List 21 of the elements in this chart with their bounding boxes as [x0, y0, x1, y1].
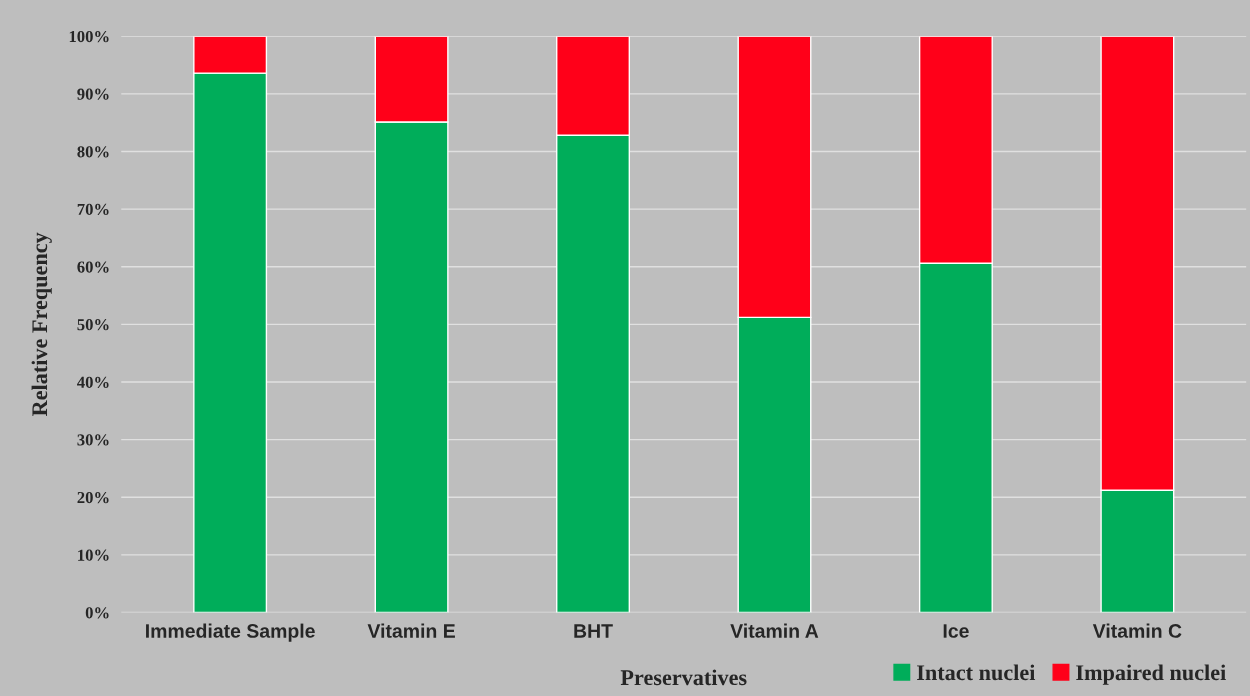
x-tick-label: Vitamin E: [367, 623, 455, 638]
y-tick-label: 20%: [77, 491, 109, 504]
x-tick-label: Immediate Sample: [146, 623, 315, 642]
y-tick-label: 0%: [85, 607, 109, 619]
legend-label: Intact nuclei: [917, 664, 1036, 681]
x-axis-title: Preservatives: [620, 669, 747, 686]
y-axis-title: Relative Frequency: [31, 232, 52, 417]
y-tick-label: 30%: [77, 434, 109, 446]
y-tick-label: 40%: [77, 376, 109, 388]
y-tick-label: 60%: [77, 261, 109, 273]
x-tick-label: Vitamin C: [1092, 623, 1182, 638]
x-tick-label: Vitamin A: [730, 623, 819, 638]
y-tick-label: 50%: [77, 319, 109, 331]
y-tick-label: 100%: [69, 30, 109, 43]
y-tick-label: 10%: [78, 549, 109, 561]
x-tick-label: BHT: [574, 624, 613, 638]
x-tick-label: Ice: [943, 624, 969, 638]
y-tick-label: 70%: [77, 203, 109, 216]
y-tick-label: 90%: [77, 88, 109, 100]
y-tick-label: 80%: [77, 146, 109, 158]
legend-label: Impaired nuclei: [1076, 664, 1226, 685]
